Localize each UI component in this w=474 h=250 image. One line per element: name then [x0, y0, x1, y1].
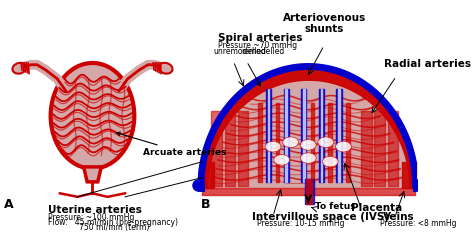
- Text: Arteriovenous
shunts: Arteriovenous shunts: [283, 12, 366, 34]
- Ellipse shape: [322, 156, 338, 167]
- Polygon shape: [201, 68, 416, 188]
- Text: Veins: Veins: [383, 212, 415, 222]
- Text: Placenta: Placenta: [350, 203, 402, 213]
- Text: Spiral arteries: Spiral arteries: [219, 33, 303, 43]
- Text: Pressure: ~100 mmHg: Pressure: ~100 mmHg: [48, 213, 135, 222]
- Ellipse shape: [51, 63, 134, 169]
- Text: 750 ml/min (term): 750 ml/min (term): [60, 223, 149, 232]
- Text: Intervillous space (IVS): Intervillous space (IVS): [252, 212, 389, 222]
- Ellipse shape: [336, 141, 351, 152]
- Ellipse shape: [274, 154, 290, 165]
- Text: Radial arteries: Radial arteries: [384, 60, 471, 70]
- Ellipse shape: [301, 153, 316, 163]
- Text: Pressure: <8 mmHg: Pressure: <8 mmHg: [381, 219, 457, 228]
- Text: Pressure: 10-15 mmHg: Pressure: 10-15 mmHg: [257, 219, 345, 228]
- Ellipse shape: [283, 137, 299, 147]
- Text: Pressure ~70 mmHg: Pressure ~70 mmHg: [219, 41, 298, 50]
- Ellipse shape: [265, 141, 281, 152]
- Polygon shape: [84, 167, 101, 182]
- Text: unremodelled: unremodelled: [213, 47, 266, 56]
- Text: Flow:   45 ml/min (pre-pregnancy): Flow: 45 ml/min (pre-pregnancy): [48, 218, 178, 227]
- Text: remodelled: remodelled: [241, 47, 284, 56]
- Text: Uterine arteries: Uterine arteries: [48, 205, 142, 215]
- Text: To fetus: To fetus: [315, 202, 356, 211]
- Text: B: B: [201, 198, 210, 211]
- Ellipse shape: [12, 63, 27, 74]
- Ellipse shape: [318, 137, 334, 147]
- Ellipse shape: [301, 140, 316, 150]
- Ellipse shape: [159, 63, 173, 74]
- Text: A: A: [4, 198, 14, 211]
- Text: Arcuate arteries: Arcuate arteries: [117, 132, 226, 158]
